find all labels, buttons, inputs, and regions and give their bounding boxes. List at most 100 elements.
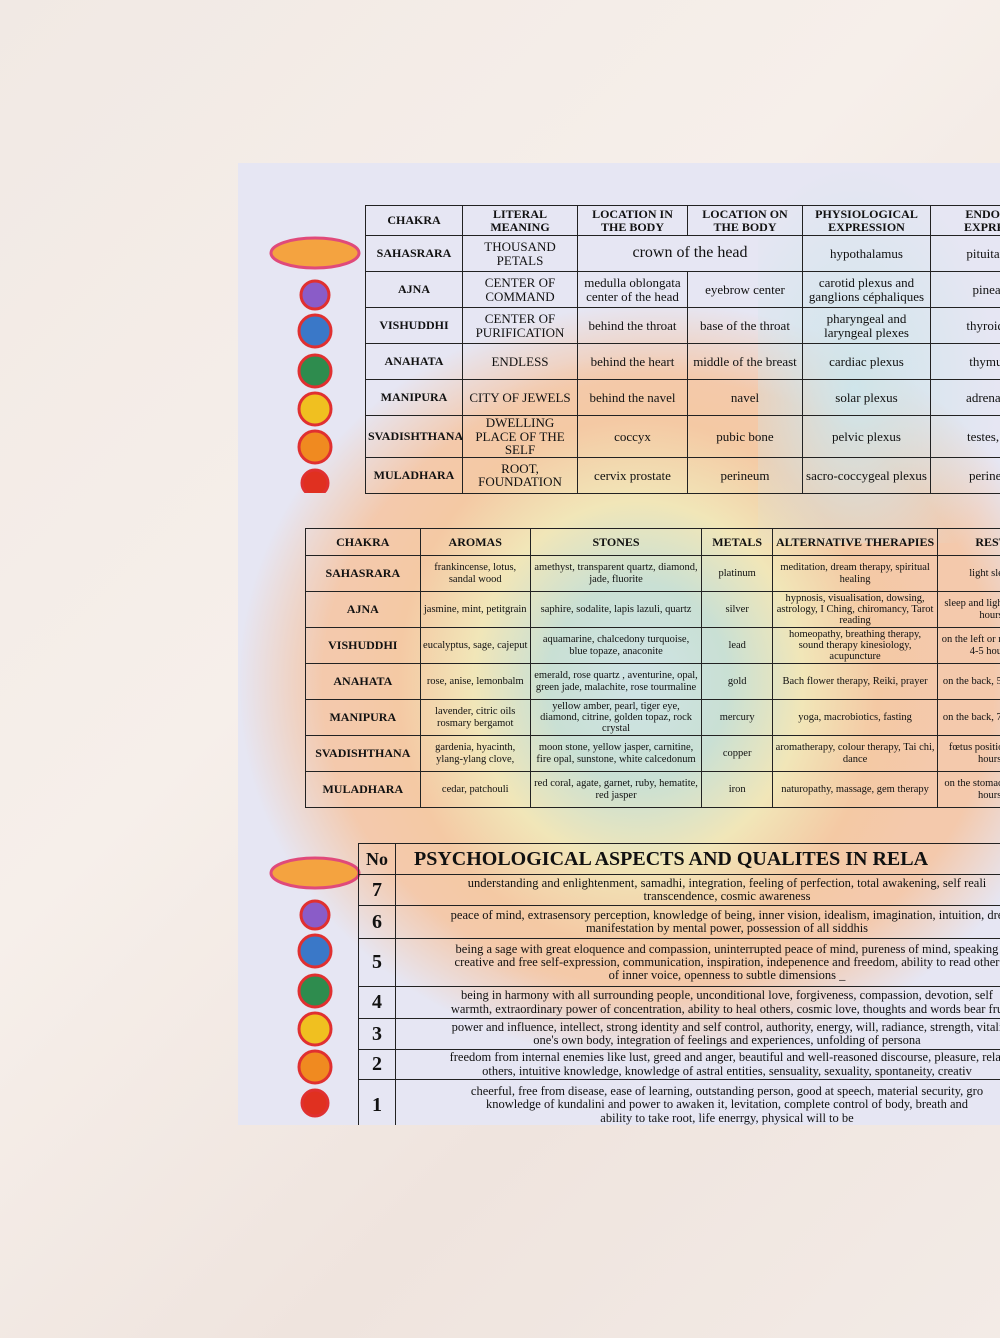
table-row: 5 being a sage with great eloquence and c… (358, 938, 1000, 987)
header-cell: No (358, 843, 396, 875)
table-cell: iron (701, 771, 774, 808)
table-cell: frankincense, lotus, sandal wood (419, 555, 531, 592)
header-cell: ALTERNATIVE THERAPIES (772, 528, 938, 556)
table-row: 3 power and influence, intellect, strong … (358, 1018, 1000, 1050)
chakra-icons (269, 856, 361, 1118)
aspect-line: being a sage with great eloquence and co… (455, 941, 999, 956)
table-cell: platinum (701, 555, 774, 592)
chakra-name: SVADISHTHANA (305, 735, 421, 772)
table-row: ANAHATA ENDLESS behind the heart middle of … (365, 343, 1000, 380)
table-cell: rose, anise, lemonbalm (419, 663, 531, 700)
table-cell: cardiac plexus (802, 343, 931, 380)
chakra-number: 7 (358, 874, 396, 906)
chakra-name: MANIPURA (365, 379, 463, 416)
table-cell: gardenia, hyacinth, ylang-ylang clove, (419, 735, 531, 772)
aspect-line: of inner voice, openness to subtle dimen… (608, 968, 846, 983)
table-cell: aquamarine, chalcedony turquoise, blue t… (529, 627, 703, 664)
aspect-line: freedom from internal enemies like lust,… (449, 1050, 1000, 1065)
header-cell: REST (936, 528, 1000, 556)
table-cell: copper (701, 735, 774, 772)
table-cell: coccyx (577, 415, 688, 458)
table-cell: solar plexus (802, 379, 931, 416)
aspect-line: others, intuitive knowledge, knowledge o… (482, 1063, 972, 1078)
table-cell: CENTER OF COMMAND (462, 271, 578, 308)
table-cell: on the left or right side, 4-5 hours. (936, 627, 1000, 664)
table-cell: CITY OF JEWELS (462, 379, 578, 416)
table-cell: meditation, dream therapy, spiritual hea… (772, 555, 938, 592)
table-cell: cervix prostate (577, 456, 688, 494)
table-cell: testes, ovari (930, 415, 1000, 458)
aspect-line: knowledge of kundalini and power to awak… (485, 1097, 969, 1112)
chakra-name: VISHUDDHI (365, 307, 463, 344)
table-cell: CENTER OF PURIFICATION (462, 307, 578, 344)
table-cell: lavender, citric oils rosmary bergamot (419, 699, 531, 736)
chakra-number: 3 (358, 1018, 396, 1050)
table-cell: amethyst, transparent quartz, diamond, j… (529, 555, 703, 592)
aspect-line: ability to take root, life enerrgy, phys… (600, 1110, 854, 1125)
table-row: AJNA jasmine, mint, petitgrain saphire, so… (305, 591, 1000, 628)
table-cell: eucalyptus, sage, cajeput (419, 627, 531, 664)
table-row: 4 being in harmony with all surrounding p… (358, 986, 1000, 1019)
table-cell: navel (687, 379, 803, 416)
table-cell: eyebrow center (687, 271, 803, 308)
table-cell: cedar, patchouli (419, 771, 531, 808)
table-cell: thyroid glan (930, 307, 1000, 344)
table-cell: hypothalamus (802, 235, 931, 272)
table-row: VISHUDDHI CENTER OF PURIFICATION behind th… (365, 307, 1000, 344)
table-cell: perineal bo (930, 456, 1000, 494)
chakra-icons (269, 236, 361, 493)
table-cell: fœtus position, 8-10 hours. (936, 735, 1000, 772)
chakra-number: 1 (358, 1079, 396, 1125)
table-cell: THOUSAND PETALS (462, 235, 578, 272)
table-cell: red coral, agate, garnet, ruby, hematite… (529, 771, 703, 808)
header-cell: PHYSIOLOGICAL EXPRESSION (802, 205, 931, 236)
table-row: AJNA CENTER OF COMMAND medulla oblongata c… (365, 271, 1000, 308)
header-title: PSYCHOLOGICAL ASPECTS AND QUALITES IN RE… (395, 843, 1000, 875)
aspect-line: warmth, extraordinary power of concentra… (450, 1001, 1000, 1016)
aspects-cell: freedom from internal enemies like lust,… (395, 1049, 1000, 1080)
table-cell: emerald, rose quartz , aventurine, opal,… (529, 663, 703, 700)
chakra-number: 6 (358, 905, 396, 939)
table-row: VISHUDDHI eucalyptus, sage, cajeput aquama… (305, 627, 1000, 664)
aspect-line: creative and free self-expression, commu… (454, 954, 1000, 969)
table-cell: mercury (701, 699, 774, 736)
table-cell: yellow amber, pearl, tiger eye, diamond,… (529, 699, 703, 736)
chakra-name: AJNA (305, 591, 421, 628)
chakra-name: MANIPURA (305, 699, 421, 736)
chakra-location-table: CHAKRA LITERAL MEANING LOCATION IN THE BOD… (365, 205, 1000, 494)
aspect-line: power and influence, intellect, strong i… (451, 1019, 1000, 1034)
table-cell: crown of the head (577, 235, 803, 272)
chakra-number: 5 (358, 938, 396, 987)
table-cell: moon stone, yellow jasper, carnitine, fi… (529, 735, 703, 772)
chakra-name: VISHUDDHI (305, 627, 421, 664)
table-row: 6 peace of mind, extrasensory perception,… (358, 905, 1000, 939)
table-cell: aromatherapy, colour therapy, Tai chi, d… (772, 735, 938, 772)
chakra-remedies-table: CHAKRA AROMAS STONES METALS ALTERNATIVE THER… (305, 528, 1000, 808)
table-cell: sacro-coccygeal plexus (802, 456, 931, 494)
table-cell: thymus gla (930, 343, 1000, 380)
table-cell: naturopathy, massage, gem therapy (772, 771, 938, 808)
table-cell: on the back, 7-8 hours. (936, 699, 1000, 736)
chakra-name: SVADISHTHANA (365, 415, 463, 458)
chakra-name: SAHASRARA (365, 235, 463, 272)
table-cell: sleep and light sleep 4 hours (936, 591, 1000, 628)
table-row: 7 understanding and enlightenment, samadh… (358, 874, 1000, 906)
chakra-name: ANAHATA (305, 663, 421, 700)
table-cell: behind the throat (577, 307, 688, 344)
table-cell: homeopathy, breathing therapy, sound the… (772, 627, 938, 664)
table-row: SVADISHTHANA DWELLING PLACE OF THE SELF co… (365, 415, 1000, 458)
header-cell: LOCATION IN THE BODY (577, 205, 688, 236)
table-cell: ROOT, FOUNDATION (462, 456, 578, 494)
aspects-cell: peace of mind, extrasensory perception, … (395, 905, 1000, 939)
table-cell: silver (701, 591, 774, 628)
table-cell: on the stomach, 10-12 hours. (936, 771, 1000, 808)
table-row: 2 freedom from internal enemies like lust… (358, 1049, 1000, 1080)
table-row: SAHASRARA frankincense, lotus, sandal woo… (305, 555, 1000, 592)
chart-sheet: CHAKRA LITERAL MEANING LOCATION IN THE BOD… (238, 163, 1000, 1125)
table-cell: behind the heart (577, 343, 688, 380)
header-cell: LITERAL MEANING (462, 205, 578, 236)
table-row: SAHASRARA THOUSAND PETALS crown of the hea… (365, 235, 1000, 272)
table-row: ANAHATA rose, anise, lemonbalm emerald, ro… (305, 663, 1000, 700)
psychological-aspects-table: No PSYCHOLOGICAL ASPECTS AND QUALITES IN … (358, 843, 1000, 1125)
aspects-cell: being in harmony with all surrounding pe… (395, 986, 1000, 1019)
